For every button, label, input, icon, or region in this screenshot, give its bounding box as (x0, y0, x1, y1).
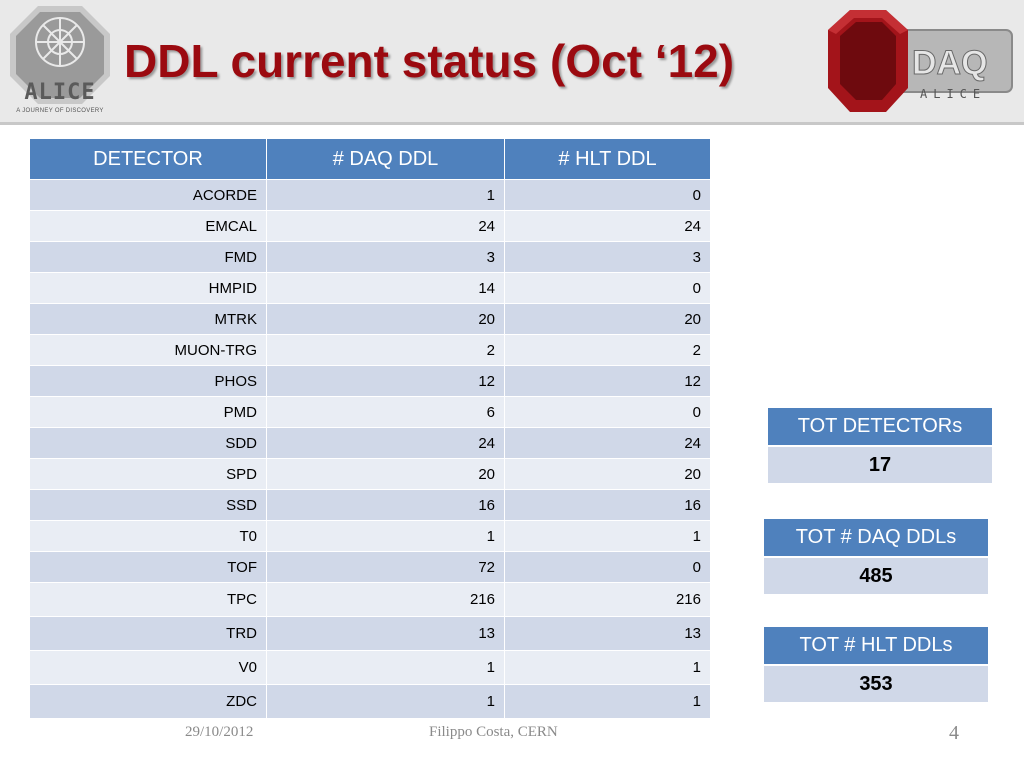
summary-daq-box: TOT # DAQ DDLs 485 (762, 517, 990, 596)
cell-hlt-ddl: 216 (504, 582, 711, 617)
table-row: TRD 13 13 (29, 616, 711, 651)
table-row: MTRK 20 20 (29, 303, 711, 335)
ddl-status-table: DETECTOR # DAQ DDL # HLT DDL ACORDE 1 0 EMC… (29, 138, 711, 719)
footer-author: Filippo Costa, CERN (429, 724, 558, 740)
cell-hlt-ddl: 0 (504, 396, 711, 428)
cell-detector: MTRK (29, 303, 267, 335)
cell-daq-ddl: 1 (266, 179, 505, 211)
col-header-hlt-ddl: # HLT DDL (504, 138, 711, 180)
cell-daq-ddl: 24 (266, 210, 505, 242)
table-row: PMD 6 0 (29, 396, 711, 428)
summary-daq-value: 485 (762, 556, 990, 596)
cell-detector: PHOS (29, 365, 267, 397)
cell-detector: HMPID (29, 272, 267, 304)
table-row: MUON-TRG 2 2 (29, 334, 711, 366)
daq-logo-sub: ALICE (920, 87, 986, 101)
table-header-row: DETECTOR # DAQ DDL # HLT DDL (29, 138, 711, 180)
cell-hlt-ddl: 20 (504, 303, 711, 335)
table-row: SSD 16 16 (29, 489, 711, 521)
table-row: ACORDE 1 0 (29, 179, 711, 211)
col-header-detector: DETECTOR (29, 138, 267, 180)
summary-daq-label: TOT # DAQ DDLs (762, 517, 990, 558)
cell-hlt-ddl: 0 (504, 179, 711, 211)
col-header-daq-ddl: # DAQ DDL (266, 138, 505, 180)
cell-daq-ddl: 1 (266, 684, 505, 719)
alice-octagon-icon (10, 6, 110, 104)
footer-date: 29/10/2012 (185, 724, 254, 740)
cell-hlt-ddl: 3 (504, 241, 711, 273)
table-row: T0 1 1 (29, 520, 711, 552)
table-row: TOF 72 0 (29, 551, 711, 583)
cell-hlt-ddl: 13 (504, 616, 711, 651)
cell-daq-ddl: 16 (266, 489, 505, 521)
cell-daq-ddl: 6 (266, 396, 505, 428)
summary-detectors-value: 17 (766, 445, 994, 485)
cell-detector: SSD (29, 489, 267, 521)
cell-detector: ZDC (29, 684, 267, 719)
daq-logo-word: DAQ (912, 44, 988, 82)
cell-detector: SDD (29, 427, 267, 459)
cell-hlt-ddl: 24 (504, 210, 711, 242)
slide-title: DDL current status (Oct ‘12) (124, 35, 735, 87)
table-row: TPC 216 216 (29, 582, 711, 617)
cell-hlt-ddl: 16 (504, 489, 711, 521)
cell-detector: MUON-TRG (29, 334, 267, 366)
cell-detector: TRD (29, 616, 267, 651)
cell-daq-ddl: 20 (266, 458, 505, 490)
cell-daq-ddl: 14 (266, 272, 505, 304)
cell-hlt-ddl: 0 (504, 272, 711, 304)
table-body: ACORDE 1 0 EMCAL 24 24 FMD 3 3 HMPID 14 0 MTRK 20 20 MU… (29, 179, 711, 719)
summary-detectors-label: TOT DETECTORs (766, 406, 994, 447)
alice-logo-tagline: A JOURNEY OF DISCOVERY (16, 108, 104, 114)
cell-hlt-ddl: 1 (504, 684, 711, 719)
cell-hlt-ddl: 2 (504, 334, 711, 366)
cell-hlt-ddl: 1 (504, 650, 711, 685)
alice-logo-word: ALICE (24, 80, 96, 105)
table-row: HMPID 14 0 (29, 272, 711, 304)
table-row: V0 1 1 (29, 650, 711, 685)
cell-daq-ddl: 13 (266, 616, 505, 651)
cell-detector: FMD (29, 241, 267, 273)
table-row: SDD 24 24 (29, 427, 711, 459)
header-divider (0, 122, 1024, 125)
cell-daq-ddl: 1 (266, 520, 505, 552)
table-row: ZDC 1 1 (29, 684, 711, 719)
cell-daq-ddl: 1 (266, 650, 505, 685)
cell-hlt-ddl: 1 (504, 520, 711, 552)
cell-daq-ddl: 72 (266, 551, 505, 583)
cell-detector: TOF (29, 551, 267, 583)
cell-detector: TPC (29, 582, 267, 617)
cell-detector: PMD (29, 396, 267, 428)
table-row: FMD 3 3 (29, 241, 711, 273)
cell-daq-ddl: 20 (266, 303, 505, 335)
summary-detectors-box: TOT DETECTORs 17 (766, 406, 994, 485)
summary-hlt-value: 353 (762, 664, 990, 704)
cell-detector: SPD (29, 458, 267, 490)
cell-daq-ddl: 3 (266, 241, 505, 273)
summary-hlt-box: TOT # HLT DDLs 353 (762, 625, 990, 704)
cell-hlt-ddl: 0 (504, 551, 711, 583)
cell-hlt-ddl: 24 (504, 427, 711, 459)
cell-daq-ddl: 216 (266, 582, 505, 617)
cell-daq-ddl: 2 (266, 334, 505, 366)
cell-hlt-ddl: 12 (504, 365, 711, 397)
cell-detector: EMCAL (29, 210, 267, 242)
cell-detector: V0 (29, 650, 267, 685)
summary-hlt-label: TOT # HLT DDLs (762, 625, 990, 666)
cell-daq-ddl: 24 (266, 427, 505, 459)
cell-detector: ACORDE (29, 179, 267, 211)
cell-hlt-ddl: 20 (504, 458, 711, 490)
cell-daq-ddl: 12 (266, 365, 505, 397)
cell-detector: T0 (29, 520, 267, 552)
table-row: PHOS 12 12 (29, 365, 711, 397)
table-row: SPD 20 20 (29, 458, 711, 490)
daq-logo-icon: DAQ ALICE (828, 10, 1013, 112)
table-row: EMCAL 24 24 (29, 210, 711, 242)
footer-page-number: 4 (949, 722, 959, 744)
